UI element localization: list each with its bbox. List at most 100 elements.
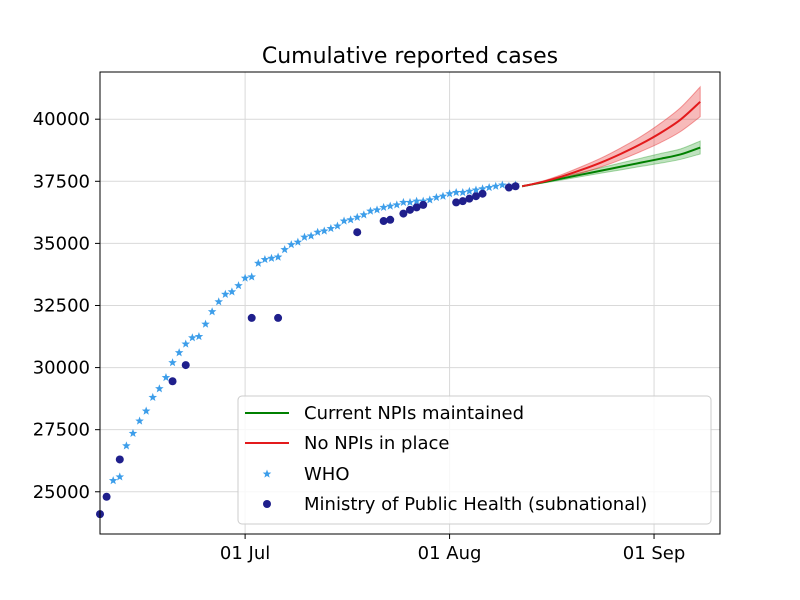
who-point xyxy=(234,281,243,290)
who-point xyxy=(128,428,138,438)
who-point xyxy=(319,226,329,235)
who-point xyxy=(161,373,171,382)
who-point xyxy=(122,441,131,450)
who-point xyxy=(155,384,164,393)
who-point xyxy=(280,245,289,254)
who-point xyxy=(108,476,118,485)
ministry-point xyxy=(419,200,428,209)
chart-title: Cumulative reported cases xyxy=(262,44,558,69)
no-npis-in-place-band xyxy=(522,85,701,187)
current-npis-maintained-line xyxy=(521,146,701,188)
who-point xyxy=(201,319,210,328)
ministry-point xyxy=(115,455,124,464)
who-point xyxy=(247,272,256,281)
who-point xyxy=(465,186,474,195)
projection-lines xyxy=(521,101,701,188)
ministry-point xyxy=(181,361,190,370)
ministry-point xyxy=(478,189,487,198)
y-axis: 25000 27500 30000 32500 35000 37500 40000 xyxy=(33,109,100,503)
ministry-point xyxy=(168,377,177,386)
who-point xyxy=(240,273,250,282)
x-tick-label: 01 Aug xyxy=(418,543,482,564)
y-tick-label: 32500 xyxy=(33,295,90,316)
x-tick-label: 01 Jul xyxy=(220,543,270,564)
who-point xyxy=(498,180,507,189)
ministry-point xyxy=(102,492,111,501)
y-tick-label: 30000 xyxy=(33,358,90,379)
who-point xyxy=(260,255,270,264)
legend-label-who: WHO xyxy=(304,464,350,485)
who-point xyxy=(425,195,435,204)
who-point xyxy=(227,287,237,296)
who-point xyxy=(366,206,375,215)
ministry-point xyxy=(353,228,362,237)
x-tick-label: 01 Sep xyxy=(623,543,686,564)
who-point xyxy=(214,297,223,306)
who-point xyxy=(359,210,369,219)
legend-swatch-ministry-of-public-health-subnational xyxy=(263,500,271,508)
ministry-point xyxy=(458,197,467,206)
y-tick-label: 27500 xyxy=(33,420,90,441)
who-point xyxy=(254,258,263,267)
who-point xyxy=(412,196,421,205)
who-point xyxy=(478,184,487,193)
legend-label-current-npis-maintained: Current NPIs maintained xyxy=(304,403,524,424)
who-point xyxy=(484,183,494,192)
y-tick-label: 35000 xyxy=(33,233,90,254)
who-point xyxy=(346,215,355,224)
plot-area-frame xyxy=(99,71,721,535)
who-point xyxy=(168,358,177,367)
who-point xyxy=(221,289,230,298)
ministry-point xyxy=(386,215,395,224)
legend: Current NPIs maintained No NPIs in place W… xyxy=(237,395,712,525)
who-point xyxy=(458,187,468,197)
who-point xyxy=(405,197,415,207)
ministry-point xyxy=(471,192,480,201)
legend-label-ministry-of-public-health-subnational: Ministry of Public Health (subnational) xyxy=(304,494,647,515)
legend-box xyxy=(237,395,712,525)
who-point xyxy=(471,185,481,194)
who-point xyxy=(306,231,316,240)
ministry-point xyxy=(412,203,421,212)
who-point xyxy=(385,201,395,210)
who-point xyxy=(333,221,342,230)
ministry-point xyxy=(452,198,461,207)
who-point xyxy=(194,332,204,341)
who-point xyxy=(313,227,322,236)
who-point xyxy=(300,232,309,241)
who-point xyxy=(141,406,151,415)
who-point xyxy=(379,202,388,212)
ministry-point xyxy=(406,205,414,214)
y-tick-label: 40000 xyxy=(33,109,90,130)
who-point xyxy=(148,392,158,402)
who-point xyxy=(326,223,336,233)
no-npis-in-place-line xyxy=(521,101,701,188)
ministry-point xyxy=(247,313,256,322)
ministry-point xyxy=(379,217,388,226)
legend-swatch-who xyxy=(262,469,272,478)
who-point xyxy=(115,472,125,481)
who-point xyxy=(287,240,296,249)
legend-label-no-npis-in-place: No NPIs in place xyxy=(304,433,450,454)
who-point xyxy=(451,187,461,197)
ministry-point xyxy=(511,182,520,191)
y-tick-label: 37500 xyxy=(33,171,90,192)
who-point xyxy=(188,333,197,342)
ministry-point xyxy=(274,313,283,322)
who-point xyxy=(491,181,501,190)
gridlines xyxy=(100,72,720,534)
x-axis: 01 Jul 01 Aug 01 Sep xyxy=(220,534,685,564)
who-point xyxy=(352,212,362,221)
who-point xyxy=(432,192,441,202)
who-point xyxy=(339,216,349,225)
who-point xyxy=(392,200,402,209)
who-point xyxy=(372,205,382,214)
who-point xyxy=(207,307,217,316)
who-point xyxy=(438,191,448,200)
who-point xyxy=(135,416,144,425)
ministry-point xyxy=(399,209,408,218)
who-point xyxy=(418,196,428,205)
who-point xyxy=(273,252,283,261)
data-points xyxy=(96,180,520,519)
